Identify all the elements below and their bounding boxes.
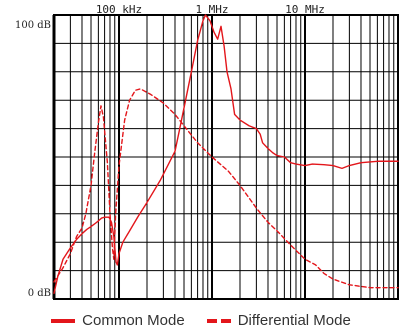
series-line-common-mode <box>53 14 399 295</box>
legend-label-differential-mode: Differential Mode <box>237 312 351 329</box>
legend: Common Mode Differential Mode <box>0 310 402 331</box>
grid-major <box>52 14 399 300</box>
legend-item-differential-mode: Differential Mode <box>206 312 351 329</box>
legend-swatch-solid <box>51 318 76 323</box>
series-line-differential-mode <box>53 88 399 289</box>
y-tick-label: 100 dB <box>15 20 51 31</box>
emi-attenuation-chart: 100 kHz 1 MHz 10 MHz 100 dB 0 dB <box>15 3 399 300</box>
x-tick-label: 100 kHz <box>96 3 142 16</box>
y-tick-labels: 100 dB 0 dB <box>15 20 51 299</box>
x-tick-labels: 100 kHz 1 MHz 10 MHz <box>96 3 325 16</box>
x-tick-label: 1 MHz <box>195 3 228 16</box>
legend-item-common-mode: Common Mode <box>51 312 185 329</box>
legend-swatch-dashed <box>206 318 231 323</box>
y-tick-label: 0 dB <box>28 288 51 299</box>
grid-minor <box>53 15 398 299</box>
series-layer <box>53 14 399 295</box>
x-tick-label: 10 MHz <box>285 3 325 16</box>
legend-label-common-mode: Common Mode <box>82 312 185 329</box>
